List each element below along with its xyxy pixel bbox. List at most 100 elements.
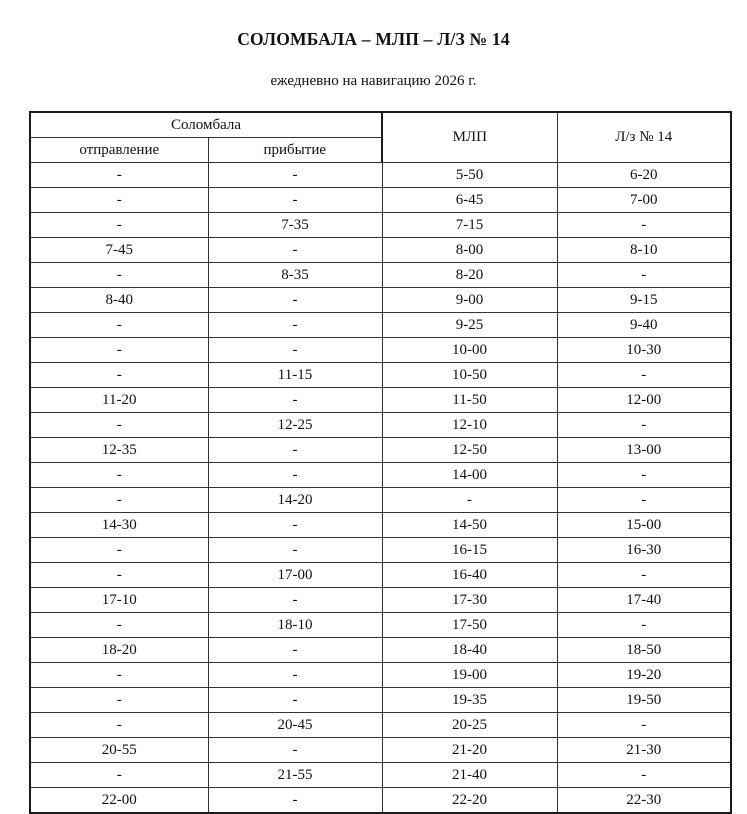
cell-arrival: 14-20	[207, 487, 383, 513]
cell-lz-14: 16-30	[556, 537, 732, 563]
cell-arrival: -	[207, 187, 383, 213]
cell-mlp: 14-50	[381, 512, 558, 538]
cell-arrival: -	[207, 687, 383, 713]
cell-mlp: 21-40	[381, 762, 558, 788]
cell-arrival: 18-10	[207, 612, 383, 638]
cell-lz-14: -	[556, 712, 732, 738]
table-row: - -14-00-	[29, 462, 732, 488]
table-row: - -9-25 9-40	[29, 312, 732, 338]
cell-arrival: -	[207, 637, 383, 663]
cell-lz-14: -	[556, 262, 732, 288]
cell-arrival: 17-00	[207, 562, 383, 588]
timetable-container: Соломбала МЛП Л/з № 14 отправление прибы…	[29, 111, 733, 814]
cell-arrival: -	[207, 287, 383, 313]
cell-lz-14: 8-10	[556, 237, 732, 263]
column-header-arrival: прибытие	[207, 137, 383, 163]
cell-mlp: 8-00	[381, 237, 558, 263]
cell-departure: -	[29, 412, 209, 438]
cell-mlp: 16-40	[381, 562, 558, 588]
cell-lz-14: 6-20	[556, 162, 732, 188]
cell-mlp: 17-50	[381, 612, 558, 638]
cell-departure: -	[29, 762, 209, 788]
cell-departure: -	[29, 362, 209, 388]
cell-arrival: -	[207, 337, 383, 363]
cell-mlp: 18-40	[381, 637, 558, 663]
cell-arrival: -	[207, 387, 383, 413]
cell-departure: -	[29, 537, 209, 563]
cell-mlp: 12-10	[381, 412, 558, 438]
table-row: -18-10 17-50-	[29, 612, 732, 638]
cell-departure: -	[29, 162, 209, 188]
table-row: - -6-45 7-00	[29, 187, 732, 213]
cell-departure: -	[29, 562, 209, 588]
cell-lz-14: 9-15	[556, 287, 732, 313]
cell-departure: 18-20	[29, 637, 209, 663]
cell-departure: -	[29, 712, 209, 738]
cell-lz-14: -	[556, 562, 732, 588]
cell-departure: 17-10	[29, 587, 209, 613]
cell-mlp: 22-20	[381, 787, 558, 814]
cell-departure: -	[29, 337, 209, 363]
timetable-header-row-subcolumns: отправление прибытие	[29, 137, 731, 163]
table-row: -17-00 16-40-	[29, 562, 732, 588]
table-row: 18-20-18-40 18-50	[29, 637, 732, 663]
cell-arrival: -	[207, 587, 383, 613]
cell-lz-14: 13-00	[556, 437, 732, 463]
cell-mlp: -	[381, 487, 558, 513]
cell-mlp: 5-50	[381, 162, 558, 188]
cell-lz-14: 15-00	[556, 512, 732, 538]
cell-mlp: 10-50	[381, 362, 558, 388]
cell-mlp: 20-25	[381, 712, 558, 738]
cell-arrival: 12-25	[207, 412, 383, 438]
cell-mlp: 9-00	[381, 287, 558, 313]
cell-lz-14: 7-00	[556, 187, 732, 213]
page-title: СОЛОМБАЛА – МЛП – Л/З № 14	[237, 29, 510, 49]
cell-arrival: -	[207, 462, 383, 488]
cell-mlp: 16-15	[381, 537, 558, 563]
cell-departure: -	[29, 312, 209, 338]
cell-arrival: 8-35	[207, 262, 383, 288]
table-row: -7-35 7-15-	[29, 212, 732, 238]
table-row: - -19-35 19-50	[29, 687, 732, 713]
cell-mlp: 9-25	[381, 312, 558, 338]
cell-departure: 12-35	[29, 437, 209, 463]
table-row: - -5-50 6-20	[29, 162, 732, 188]
table-row: 22-00-22-20 22-30	[29, 787, 732, 814]
cell-arrival: 11-15	[207, 362, 383, 388]
cell-lz-14: 19-20	[556, 662, 732, 688]
cell-lz-14: 17-40	[556, 587, 732, 613]
table-row: -12-25 12-10-	[29, 412, 732, 438]
cell-lz-14: -	[556, 212, 732, 238]
cell-departure: 11-20	[29, 387, 209, 413]
cell-arrival: -	[207, 312, 383, 338]
column-header-departure: отправление	[29, 137, 209, 163]
cell-mlp: 19-00	[381, 662, 558, 688]
cell-departure: -	[29, 262, 209, 288]
table-row: 8-40-9-00 9-15	[29, 287, 732, 313]
table-row: -14-20- -	[29, 487, 732, 513]
cell-lz-14: -	[556, 412, 732, 438]
cell-departure: -	[29, 662, 209, 688]
cell-lz-14: 22-30	[556, 787, 732, 814]
table-row: -8-35 8-20-	[29, 262, 732, 288]
cell-mlp: 7-15	[381, 212, 558, 238]
table-row: - -10-00 10-30	[29, 337, 732, 363]
cell-lz-14: 21-30	[556, 737, 732, 763]
column-header-lz-14: Л/з № 14	[556, 111, 732, 163]
cell-lz-14: -	[556, 762, 732, 788]
cell-lz-14: -	[556, 487, 732, 513]
cell-mlp: 12-50	[381, 437, 558, 463]
cell-mlp: 21-20	[381, 737, 558, 763]
table-row: -20-45 20-25-	[29, 712, 732, 738]
cell-lz-14: -	[556, 362, 732, 388]
table-row: 11-20-11-50 12-00	[29, 387, 732, 413]
cell-departure: -	[29, 212, 209, 238]
timetable-header: Соломбала МЛП Л/з № 14 отправление прибы…	[29, 111, 732, 163]
table-row: 20-55-21-20 21-30	[29, 737, 732, 763]
cell-mlp: 17-30	[381, 587, 558, 613]
table-row: -21-55 21-40-	[29, 762, 732, 788]
cell-arrival: -	[207, 437, 383, 463]
cell-mlp: 8-20	[381, 262, 558, 288]
cell-arrival: -	[207, 237, 383, 263]
